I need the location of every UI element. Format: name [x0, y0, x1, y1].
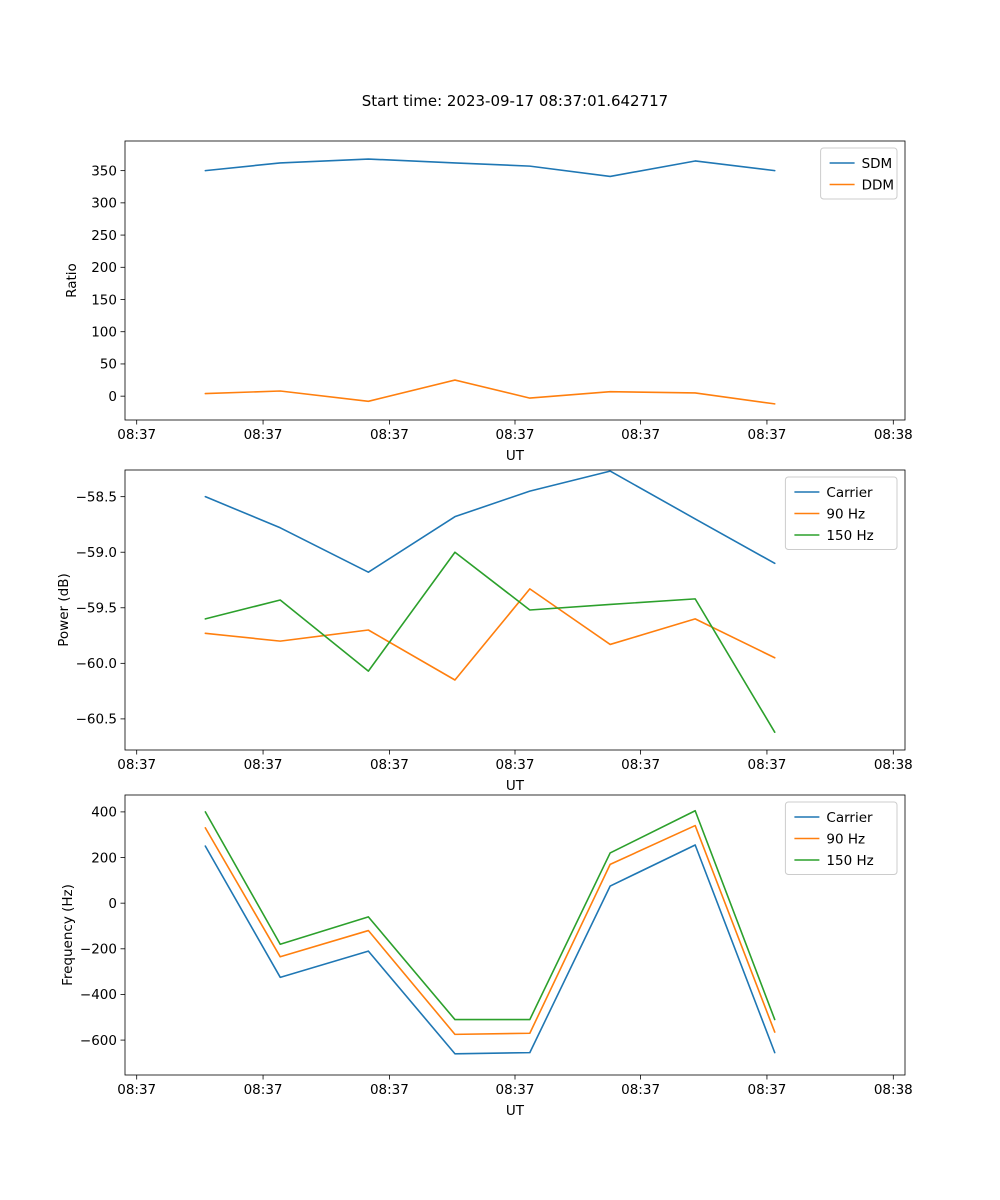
- x-axis-label: UT: [506, 448, 525, 464]
- series-line-sdm: [204, 158, 776, 178]
- x-tick-label: 08:37: [244, 427, 283, 443]
- x-tick-label: 08:37: [621, 427, 660, 443]
- x-tick-label: 08:37: [370, 757, 409, 773]
- y-tick-label: 200: [91, 850, 117, 866]
- y-tick-label: −600: [80, 1033, 117, 1049]
- legend-label: 90 Hz: [826, 831, 865, 847]
- series-line-90-hz: [204, 824, 776, 1036]
- axes-frame: [124, 140, 906, 421]
- legend: Carrier 90 Hz 150 Hz: [784, 476, 898, 550]
- y-tick-label: 300: [91, 196, 117, 212]
- series-line-90-hz: [204, 588, 776, 681]
- x-tick-label: 08:37: [244, 757, 283, 773]
- y-tick-label: −60.5: [76, 712, 117, 728]
- legend-label: 90 Hz: [826, 506, 865, 522]
- y-tick-label: −200: [80, 942, 117, 958]
- y-tick-label: 100: [91, 325, 117, 341]
- y-tick-label: 350: [91, 163, 117, 179]
- y-axis-label: Frequency (Hz): [60, 884, 76, 986]
- series-line-ddm: [204, 379, 776, 405]
- x-tick-label: 08:37: [747, 427, 786, 443]
- y-axis-label: Ratio: [64, 263, 80, 298]
- x-tick-label: 08:37: [496, 427, 535, 443]
- x-tick-label: 08:37: [621, 1082, 660, 1098]
- x-tick-label: 08:37: [496, 1082, 535, 1098]
- legend-label: Carrier: [826, 485, 873, 501]
- subplot-ratio: 08:37 08:37 08:37 08:37 08:37 08:37 08:38 0 50 10…: [64, 140, 913, 464]
- x-tick-label: 08:37: [117, 757, 156, 773]
- series-line-150-hz: [204, 809, 776, 1021]
- y-tick-label: −60.0: [76, 656, 117, 672]
- y-tick-label: 200: [91, 260, 117, 276]
- x-tick-label: 08:37: [747, 1082, 786, 1098]
- subplot-frequency-hz: 08:37 08:37 08:37 08:37 08:37 08:37 08:38 −600 −…: [60, 794, 913, 1119]
- x-tick-label: 08:37: [370, 1082, 409, 1098]
- legend: Carrier 90 Hz 150 Hz: [784, 801, 898, 875]
- subplot-power-db: 08:37 08:37 08:37 08:37 08:37 08:37 08:38 −60.5…: [56, 469, 913, 794]
- x-axis-label: UT: [506, 778, 525, 794]
- series-line-carrier: [204, 844, 776, 1055]
- x-tick-label: 08:37: [621, 757, 660, 773]
- x-tick-label: 08:38: [874, 1082, 913, 1098]
- x-tick-label: 08:37: [496, 757, 535, 773]
- x-tick-label: 08:38: [874, 757, 913, 773]
- x-tick-label: 08:37: [117, 1082, 156, 1098]
- x-tick-label: 08:38: [874, 427, 913, 443]
- y-tick-label: −400: [80, 987, 117, 1003]
- x-tick-label: 08:37: [370, 427, 409, 443]
- legend-label: Carrier: [826, 810, 873, 826]
- y-tick-label: 50: [100, 357, 117, 373]
- y-tick-label: −59.0: [76, 545, 117, 561]
- legend-box: [784, 801, 898, 875]
- legend-label: DDM: [862, 177, 894, 193]
- x-axis-label: UT: [506, 1103, 525, 1119]
- figure-title: Start time: 2023-09-17 08:37:01.642717: [361, 92, 669, 110]
- legend-box: [784, 476, 898, 550]
- y-tick-label: 150: [91, 292, 117, 308]
- x-tick-label: 08:37: [117, 427, 156, 443]
- legend-label: 150 Hz: [826, 528, 873, 544]
- y-axis-label: Power (dB): [56, 573, 72, 646]
- legend-label: SDM: [862, 156, 893, 172]
- y-tick-label: 0: [108, 896, 117, 912]
- legend-box: [820, 147, 898, 200]
- legend-label: 150 Hz: [826, 853, 873, 869]
- y-tick-label: −59.5: [76, 601, 117, 617]
- y-tick-label: 0: [108, 389, 117, 405]
- x-tick-label: 08:37: [747, 757, 786, 773]
- y-tick-label: 250: [91, 228, 117, 244]
- y-tick-label: 400: [91, 805, 117, 821]
- legend: SDM DDM: [820, 147, 898, 200]
- x-tick-label: 08:37: [244, 1082, 283, 1098]
- series-line-carrier: [204, 470, 776, 574]
- y-tick-label: −58.5: [76, 489, 117, 505]
- series-line-150-hz: [204, 551, 776, 734]
